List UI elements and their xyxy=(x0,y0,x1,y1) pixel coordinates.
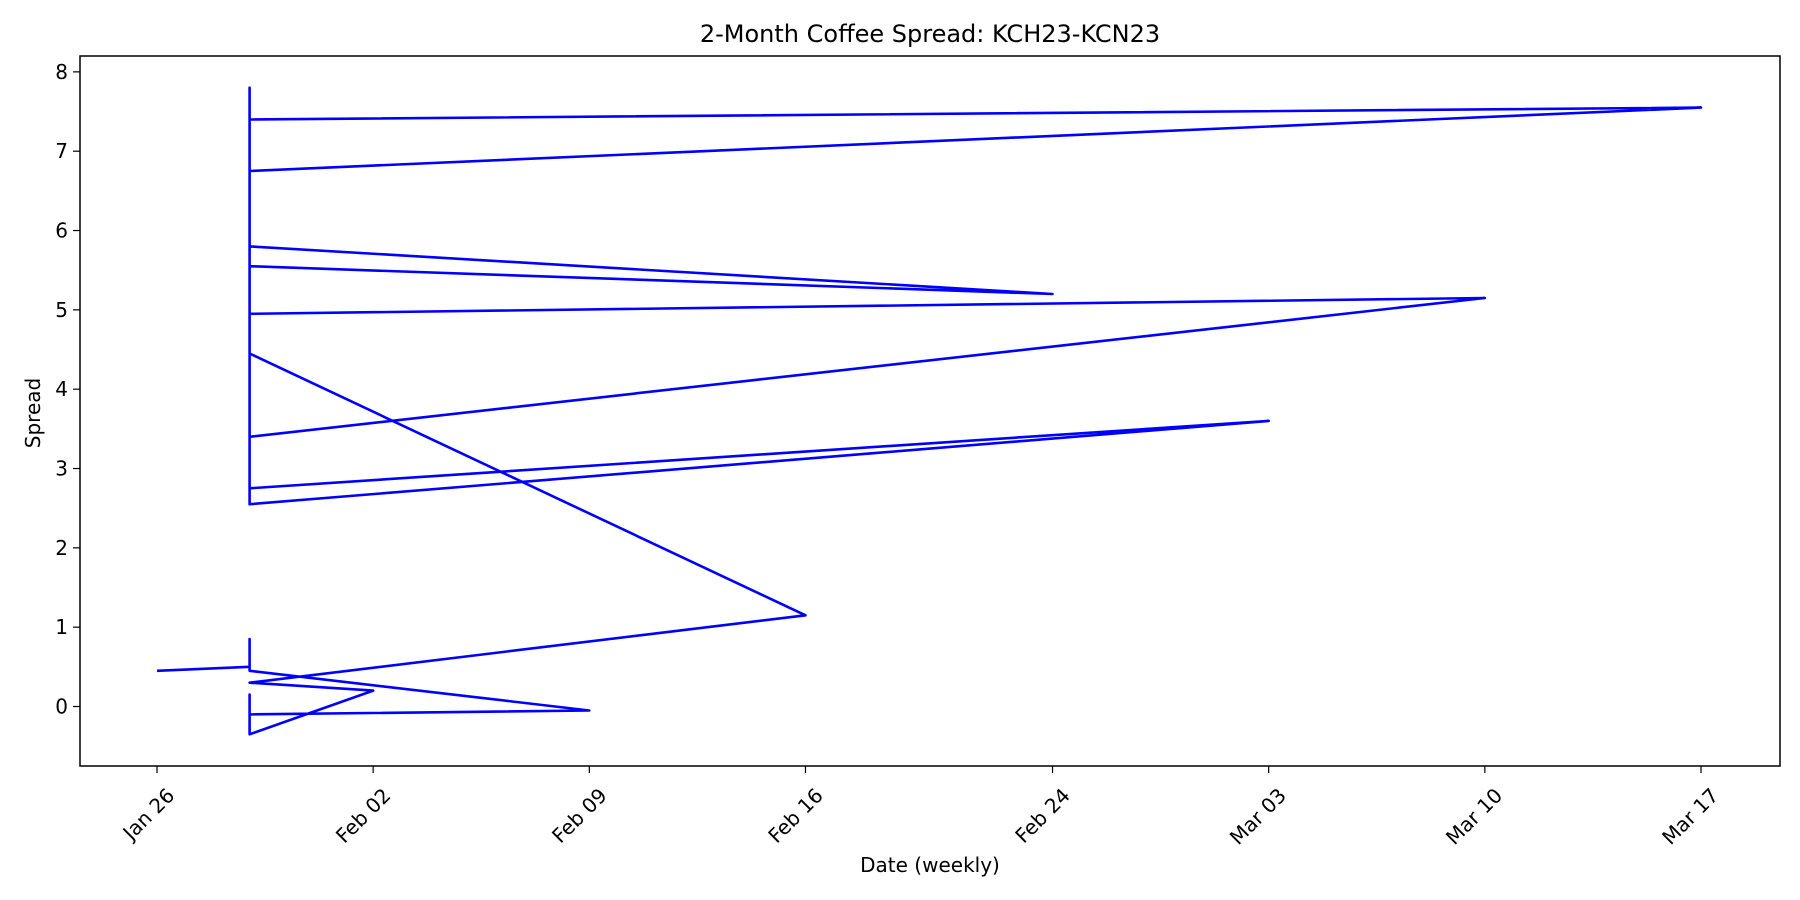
x-tick-label: Feb 16 xyxy=(763,783,828,848)
y-tick-label: 8 xyxy=(55,60,68,84)
x-tick-label: Jan 26 xyxy=(117,783,180,846)
plot-area xyxy=(79,55,1781,767)
x-tick-label: Mar 17 xyxy=(1657,783,1723,849)
y-axis: 0 1 2 3 4 5 6 7 8 xyxy=(55,60,80,719)
y-tick-label: 3 xyxy=(55,457,68,481)
y-tick-label: 1 xyxy=(55,615,68,639)
y-tick-label: 5 xyxy=(55,298,68,322)
x-tick-label: Mar 10 xyxy=(1441,783,1507,849)
y-tick-label: 0 xyxy=(55,695,68,719)
y-tick-label: 6 xyxy=(55,219,68,243)
y-tick-label: 7 xyxy=(55,139,68,163)
y-tick-label: 4 xyxy=(55,377,68,401)
x-tick-label: Feb 09 xyxy=(547,783,612,848)
x-tick-label: Mar 03 xyxy=(1225,783,1291,849)
x-axis: Jan 26 Feb 02 Feb 09 Feb 16 Feb 24 Mar 03 Mar … xyxy=(117,766,1723,849)
x-axis-label: Date (weekly) xyxy=(860,853,1000,877)
x-tick-label: Feb 02 xyxy=(331,783,396,848)
chart-title: 2-Month Coffee Spread: KCH23-KCN23 xyxy=(700,20,1160,48)
y-tick-label: 2 xyxy=(55,536,68,560)
series-layer xyxy=(156,86,1703,736)
y-axis-label: Spread xyxy=(21,378,45,448)
x-tick-label: Feb 24 xyxy=(1010,783,1075,848)
series-line-0 xyxy=(156,86,1703,736)
